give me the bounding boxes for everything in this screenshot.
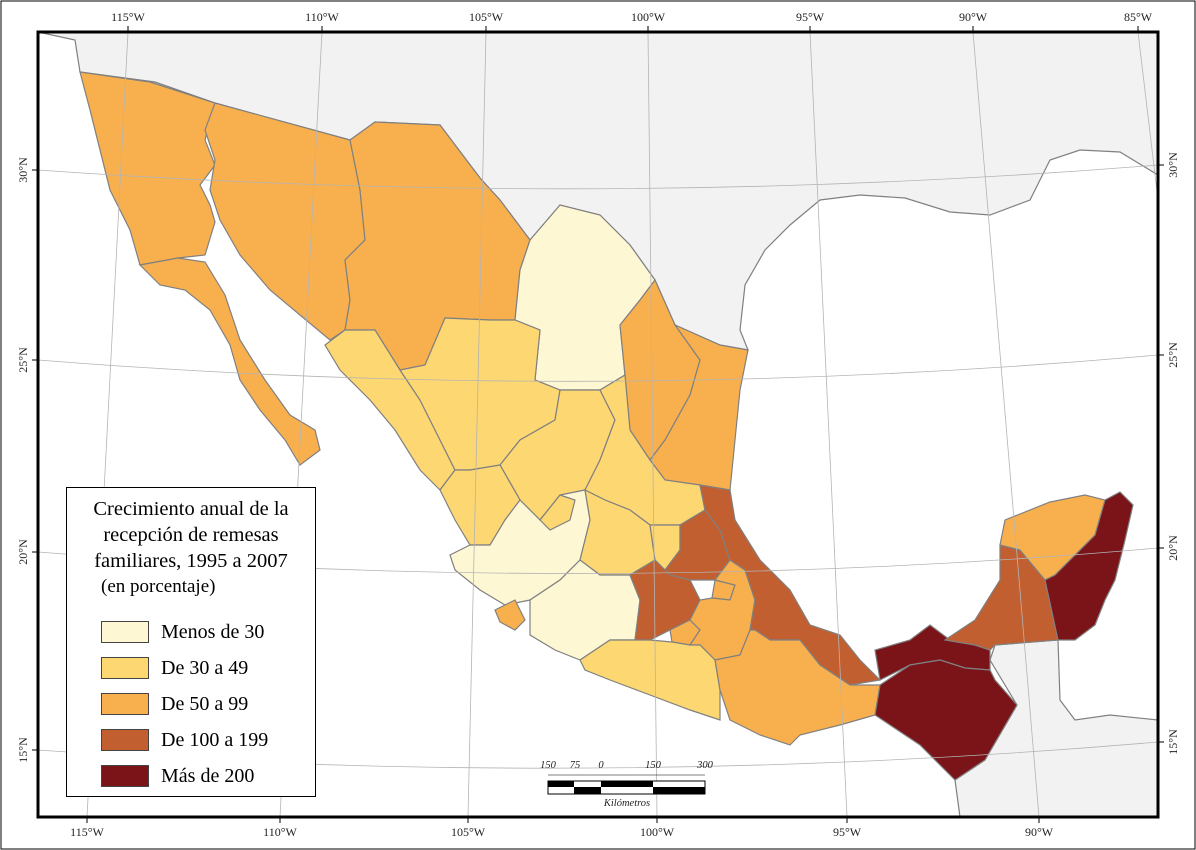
legend-swatch: [101, 621, 149, 643]
legend-item-label: De 100 a 199: [161, 728, 269, 751]
top-tick-label: 110°W: [305, 10, 339, 24]
scale-unit: Kilómetros: [603, 798, 650, 809]
legend-item: Más de 200: [101, 763, 254, 789]
scale-label: 0: [598, 760, 604, 771]
legend-item: De 30 a 49: [101, 655, 248, 681]
map-border: [36, 30, 1160, 819]
right-tick-label: 15°N: [1166, 729, 1180, 755]
right-tick-label: 30°N: [1166, 152, 1180, 178]
legend-item-label: De 30 a 49: [161, 656, 249, 679]
top-tick-label: 115°W: [111, 10, 145, 24]
bottom-tick-label: 105°W: [451, 825, 486, 839]
state-baja-california-sur: [138, 257, 321, 466]
legend-swatch: [101, 657, 149, 679]
scale-label: 150: [645, 760, 662, 771]
bottom-tick-label: 115°W: [70, 825, 104, 839]
legend-swatch: [101, 693, 149, 715]
bottom-tick-label: 100°W: [640, 825, 675, 839]
legend-item: De 50 a 99: [101, 691, 248, 717]
top-tick-label: 100°W: [631, 10, 666, 24]
legend-item-label: De 50 a 99: [161, 692, 249, 715]
top-tick-label: 95°W: [796, 10, 825, 24]
left-tick-label: 25°N: [16, 347, 30, 373]
legend-item: De 100 a 199: [101, 727, 268, 753]
legend-item-label: Menos de 30: [161, 620, 265, 643]
legend-item: Menos de 30: [101, 619, 264, 645]
top-tick-label: 85°W: [1124, 10, 1153, 24]
right-tick-label: 25°N: [1166, 342, 1180, 368]
bottom-tick-label: 90°W: [1025, 825, 1054, 839]
legend-title: Crecimiento anual de la recepción de rem…: [93, 498, 289, 572]
left-tick-label: 30°N: [16, 157, 30, 183]
right-tick-label: 20°N: [1166, 535, 1180, 561]
legend-swatch: [101, 765, 149, 787]
state-quintana-roo: [1044, 491, 1134, 641]
top-tick-label: 90°W: [959, 10, 988, 24]
left-tick-label: 15°N: [16, 737, 30, 763]
scale-label: 150: [540, 760, 557, 771]
bottom-tick-label: 95°W: [833, 825, 862, 839]
legend: Crecimiento anual de la recepción de rem…: [66, 487, 316, 797]
scale-label: 300: [696, 760, 714, 771]
legend-item-label: Más de 200: [161, 764, 255, 787]
tick-marks: [32, 26, 1164, 823]
top-tick-label: 105°W: [469, 10, 504, 24]
left-tick-label: 20°N: [16, 539, 30, 565]
state-baja-california: [79, 71, 216, 266]
state-chiapas: [874, 659, 1018, 781]
legend-swatch: [101, 729, 149, 751]
legend-subtitle: (en porcentaje): [101, 576, 216, 597]
state-colima: [494, 599, 526, 631]
state-aguascalientes: [539, 494, 576, 531]
bottom-tick-label: 110°W: [263, 825, 297, 839]
scale-bar: 150 75 0 150 300 Kilómetros: [540, 760, 714, 809]
scale-label: 75: [570, 760, 581, 771]
